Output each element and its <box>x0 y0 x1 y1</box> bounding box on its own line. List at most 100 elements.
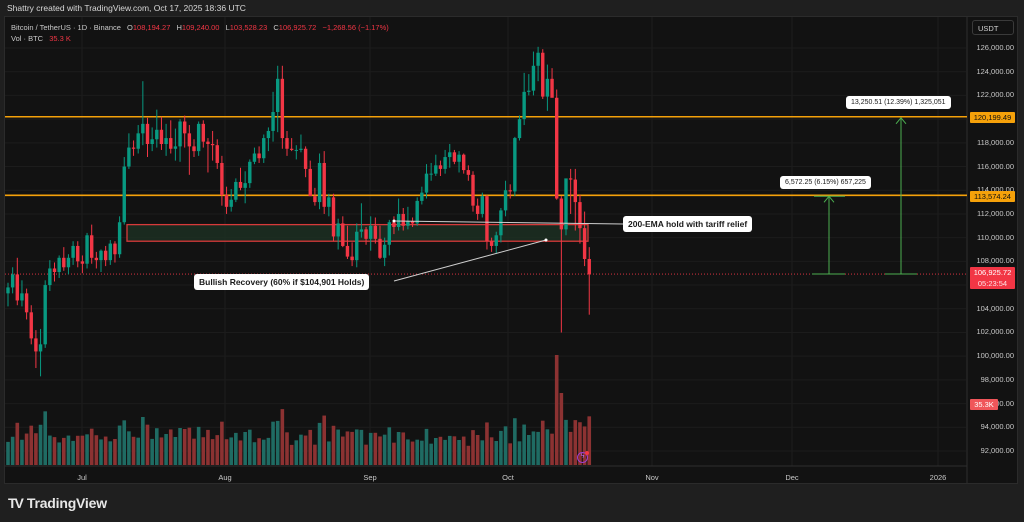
volume-bar <box>80 435 85 465</box>
volume-bar <box>150 438 154 465</box>
volume-label[interactable]: Vol · BTC <box>11 34 44 43</box>
volume-bar <box>113 439 117 465</box>
candle-body <box>410 221 415 224</box>
candle-body <box>178 121 182 147</box>
volume-bar <box>447 435 452 465</box>
volume-bar <box>38 424 43 465</box>
ohlc-row: Bitcoin / TetherUS · 1D · Binance O108,1… <box>11 23 389 32</box>
tradingview-brand[interactable]: TV TradingView <box>8 495 107 511</box>
volume-bar <box>136 437 140 465</box>
measure-label-2[interactable]: 13,250.51 (12.39%) 1,325,051 <box>846 96 951 109</box>
candle-body <box>183 121 187 134</box>
volume-bar <box>275 420 280 465</box>
candle-body <box>66 257 71 268</box>
volume-bar <box>550 433 554 465</box>
volume-bar <box>457 440 461 465</box>
candle-body <box>62 257 66 268</box>
candle-body <box>248 161 252 184</box>
volume-bar <box>103 436 108 465</box>
bullish-recovery-annotation[interactable]: Bullish Recovery (60% if $104,901 Holds) <box>194 274 370 290</box>
measure-label-1[interactable]: 6,572.25 (6.15%) 657,225 <box>780 176 871 189</box>
volume-bar <box>489 437 494 465</box>
volume-bar <box>75 435 80 465</box>
candle-body <box>452 152 457 162</box>
candle-body <box>531 65 536 91</box>
volume-bar <box>568 431 573 465</box>
candle-body <box>201 123 205 142</box>
volume-bar <box>182 429 187 465</box>
candle-body <box>424 173 429 193</box>
arrow-up-icon <box>895 116 907 125</box>
symbol-legend: Bitcoin / TetherUS · 1D · Binance O108,1… <box>11 22 389 44</box>
candle-body <box>536 52 540 66</box>
volume-bar <box>243 432 247 465</box>
candle-body <box>438 165 443 169</box>
bullish-anchor-dot <box>544 238 548 242</box>
candle-body <box>57 257 61 273</box>
candle-body <box>276 78 280 113</box>
candle-body <box>127 147 131 167</box>
volume-bar <box>252 442 257 465</box>
time-tick-label: Nov <box>645 473 659 482</box>
volume-bar <box>261 439 266 465</box>
volume-bar <box>401 432 406 465</box>
candle-body <box>94 257 99 261</box>
volume-bar <box>10 436 15 465</box>
volume-bar <box>299 434 303 465</box>
candle-body <box>29 312 33 339</box>
volume-bar <box>387 427 392 465</box>
volume-bar <box>508 443 512 465</box>
candle-body <box>369 225 373 239</box>
volume-bar <box>559 393 564 465</box>
candle-body <box>99 250 103 261</box>
symbol-name[interactable]: Bitcoin / TetherUS · 1D · Binance <box>11 23 121 32</box>
candle-body <box>141 123 145 134</box>
candle-body <box>513 138 517 192</box>
volume-bar <box>471 430 475 465</box>
volume-bar <box>289 444 294 465</box>
volume-bar <box>354 429 359 465</box>
candle-body <box>206 141 210 145</box>
candle-body <box>131 147 136 149</box>
volume-bar <box>420 440 424 465</box>
candle-body <box>122 166 126 223</box>
candle-body <box>503 190 508 211</box>
volume-bar <box>396 432 401 465</box>
candle-body <box>327 197 331 207</box>
volume-bar <box>20 439 24 465</box>
price-tick-label: 112,000.00 <box>977 208 1014 218</box>
candle-body <box>169 138 173 149</box>
candle-body <box>243 183 247 188</box>
candle-body <box>80 261 85 264</box>
candle-body <box>136 133 140 149</box>
ema-hold-annotation[interactable]: 200-EMA hold with tariff relief <box>623 216 753 232</box>
volume-bar <box>155 428 159 465</box>
volume-bar <box>466 445 471 465</box>
candle-body <box>257 153 261 159</box>
chart-pane[interactable] <box>4 16 1018 484</box>
candle-body <box>6 287 10 294</box>
volume-bar <box>178 428 182 465</box>
candle-body <box>401 213 405 226</box>
candle-body <box>350 256 354 261</box>
volume-bar <box>499 430 503 465</box>
close-value: 106,925.72 <box>278 23 317 32</box>
currency-unit-button[interactable]: USDT <box>972 20 1014 35</box>
volume-bar <box>168 429 173 465</box>
volume-bar <box>159 437 164 465</box>
candle-body <box>229 199 233 207</box>
candle-body <box>215 145 219 163</box>
lightning-icon[interactable]: ϟ <box>577 452 588 463</box>
candle-body <box>522 91 526 120</box>
volume-bar <box>24 433 29 465</box>
volume-bar <box>540 420 545 465</box>
volume-value: 35.3 K <box>49 34 71 43</box>
volume-bar <box>331 425 336 465</box>
candle-body <box>527 90 531 92</box>
candle-body <box>555 97 559 199</box>
volume-bar <box>443 439 447 465</box>
volume-bar <box>382 434 387 465</box>
price-tick-label: 116,000.00 <box>977 161 1014 171</box>
volume-bar <box>513 418 517 465</box>
